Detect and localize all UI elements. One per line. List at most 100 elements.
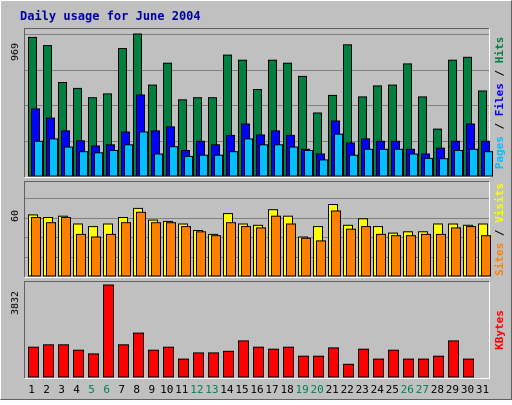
x-tick-label-8: 8 <box>133 383 140 396</box>
bar-kbytes-day-1 <box>28 346 39 378</box>
legend-entry-files: Files <box>493 83 506 116</box>
panel-frame-highlight <box>24 181 490 278</box>
bar-kbytes-day-8 <box>133 332 144 378</box>
x-tick-label-17: 17 <box>265 383 278 396</box>
panel-frame-shadow <box>24 281 490 379</box>
panel-frame-shadow <box>24 28 490 178</box>
y-max-label: 969 <box>10 43 21 61</box>
bar-kbytes-day-3 <box>58 344 69 378</box>
bar-kbytes-day-18 <box>283 346 294 378</box>
bar-pages-day-20 <box>319 159 328 177</box>
bar-pages-day-31 <box>484 151 493 177</box>
bar-sites-day-17 <box>271 215 281 277</box>
x-tick-label-20: 20 <box>310 383 323 396</box>
y-max-label: 3832 <box>10 291 21 315</box>
chart-title: Daily usage for June 2004 <box>20 9 201 23</box>
x-tick-label-29: 29 <box>446 383 459 396</box>
bar-kbytes-day-30 <box>463 358 474 378</box>
bar-pages-day-25 <box>394 148 403 177</box>
bar-sites-day-8 <box>136 211 146 277</box>
bar-pages-day-12 <box>199 154 208 177</box>
bar-pages-day-30 <box>469 148 478 177</box>
x-tick-label-1: 1 <box>28 383 35 396</box>
x-tick-label-22: 22 <box>341 383 354 396</box>
bar-pages-day-13 <box>214 154 223 177</box>
x-tick-label-14: 14 <box>220 383 234 396</box>
x-tick-label-4: 4 <box>73 383 80 396</box>
bar-pages-day-15 <box>244 138 253 177</box>
bar-kbytes-day-15 <box>238 340 249 378</box>
bar-sites-day-26 <box>406 235 416 277</box>
bar-pages-day-8 <box>139 131 148 177</box>
x-tick-label-21: 21 <box>326 383 339 396</box>
x-tick-label-3: 3 <box>58 383 65 396</box>
bar-pages-day-9 <box>154 153 163 177</box>
bar-pages-day-23 <box>364 148 373 177</box>
x-tick-label-24: 24 <box>371 383 385 396</box>
bar-kbytes-day-16 <box>253 346 264 378</box>
bar-sites-day-25 <box>391 235 401 277</box>
legend-entry-visits: Visits <box>493 183 506 223</box>
legend-entry-sites: Sites <box>493 243 506 276</box>
x-tick-label-16: 16 <box>250 383 263 396</box>
panel-frame-shadow <box>24 181 490 278</box>
bar-sites-day-12 <box>196 231 206 277</box>
bar-kbytes-day-5 <box>88 353 99 378</box>
legend-visits-sites: Sites / Visits <box>493 183 506 276</box>
bar-pages-day-19 <box>304 150 313 177</box>
bar-kbytes-day-25 <box>388 349 399 378</box>
bar-sites-day-16 <box>256 227 266 277</box>
x-tick-label-25: 25 <box>386 383 399 396</box>
bar-kbytes-day-7 <box>118 344 129 378</box>
x-tick-label-13: 13 <box>205 383 218 396</box>
legend-separator: / <box>493 116 506 136</box>
bar-sites-day-20 <box>316 240 326 277</box>
bar-kbytes-day-28 <box>433 355 444 378</box>
bar-sites-day-3 <box>61 217 71 277</box>
bar-kbytes-day-14 <box>223 350 234 378</box>
bar-pages-day-22 <box>349 154 358 177</box>
bar-kbytes-day-12 <box>193 352 204 378</box>
bar-sites-day-9 <box>151 222 161 277</box>
bar-pages-day-3 <box>64 146 73 177</box>
bar-pages-day-14 <box>229 151 238 177</box>
bar-pages-day-5 <box>94 152 103 177</box>
panel-frame-highlight <box>24 28 490 178</box>
x-tick-label-6: 6 <box>103 383 110 396</box>
bar-kbytes-day-9 <box>148 349 159 378</box>
bar-sites-day-23 <box>361 226 371 277</box>
legend-separator: / <box>493 63 506 83</box>
bar-sites-day-4 <box>76 233 86 277</box>
bar-sites-day-29 <box>451 227 461 277</box>
bar-sites-day-6 <box>106 233 116 277</box>
legend-hits-files-pages: Pages / Files / Hits <box>493 37 506 170</box>
bar-sites-day-18 <box>286 223 296 277</box>
bar-pages-day-21 <box>334 133 343 177</box>
bar-sites-day-7 <box>121 222 131 277</box>
bar-pages-day-27 <box>424 157 433 177</box>
bar-kbytes-day-17 <box>268 348 279 378</box>
bar-pages-day-18 <box>289 146 298 177</box>
bar-pages-day-28 <box>439 158 448 177</box>
x-tick-label-30: 30 <box>461 383 474 396</box>
bar-pages-day-29 <box>454 150 463 177</box>
bar-kbytes-day-22 <box>343 363 354 378</box>
bar-pages-day-26 <box>409 153 418 177</box>
x-tick-label-9: 9 <box>148 383 155 396</box>
x-tick-label-19: 19 <box>295 383 308 396</box>
bar-sites-day-14 <box>226 222 236 277</box>
legend-kbytes: KBytes <box>493 310 506 350</box>
bar-kbytes-day-13 <box>208 352 219 378</box>
bar-pages-day-24 <box>379 148 388 177</box>
bar-kbytes-day-26 <box>403 358 414 378</box>
bar-sites-day-21 <box>331 210 341 277</box>
x-tick-label-2: 2 <box>43 383 50 396</box>
bar-sites-day-31 <box>481 235 491 277</box>
bar-pages-day-17 <box>274 144 283 177</box>
x-tick-label-12: 12 <box>190 383 203 396</box>
bar-kbytes-day-23 <box>358 348 369 378</box>
bar-kbytes-day-27 <box>418 358 429 378</box>
bar-sites-day-15 <box>241 226 251 277</box>
